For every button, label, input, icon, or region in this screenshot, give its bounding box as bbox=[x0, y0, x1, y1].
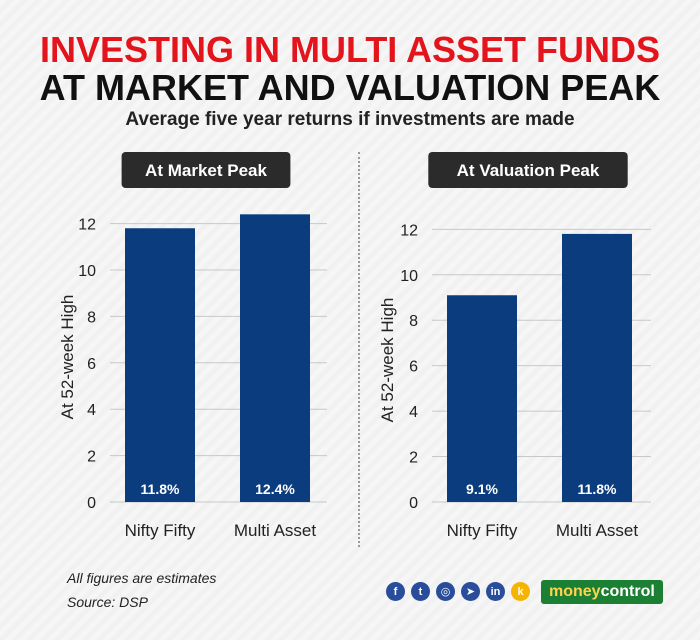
y-tick-label: 4 bbox=[87, 402, 96, 419]
y-tick-label: 6 bbox=[87, 356, 96, 373]
y-tick-label: 2 bbox=[409, 450, 418, 467]
title-line-1: INVESTING IN MULTI ASSET FUNDS bbox=[39, 29, 660, 70]
y-tick-label: 0 bbox=[87, 495, 96, 512]
bar bbox=[447, 295, 517, 502]
x-category-label: Nifty Fifty bbox=[125, 521, 196, 540]
linkedin-icon[interactable]: in bbox=[486, 582, 505, 601]
footnote-estimates: All figures are estimates bbox=[67, 570, 217, 586]
title-line-2: AT MARKET AND VALUATION PEAK bbox=[39, 67, 661, 108]
y-tick-label: 0 bbox=[409, 495, 418, 512]
y-tick-label: 2 bbox=[87, 449, 96, 466]
bar-value-label: 11.8% bbox=[578, 481, 617, 497]
social-icons: f t ◎ ➤ in k bbox=[386, 582, 530, 601]
telegram-icon[interactable]: ➤ bbox=[461, 582, 480, 601]
y-axis-label: At 52-week High bbox=[378, 298, 397, 423]
facebook-icon[interactable]: f bbox=[386, 582, 405, 601]
y-tick-label: 8 bbox=[87, 309, 96, 326]
y-tick-label: 10 bbox=[78, 263, 96, 280]
panel-title: At Market Peak bbox=[145, 161, 267, 180]
y-tick-label: 8 bbox=[409, 313, 418, 330]
y-tick-label: 6 bbox=[409, 359, 418, 376]
x-category-label: Multi Asset bbox=[556, 521, 638, 540]
twitter-icon[interactable]: t bbox=[411, 582, 430, 601]
bar bbox=[240, 214, 310, 502]
panel-divider bbox=[358, 152, 360, 547]
y-tick-label: 4 bbox=[409, 404, 418, 421]
instagram-icon[interactable]: ◎ bbox=[436, 582, 455, 601]
panel-title-bg bbox=[428, 152, 628, 188]
panel-title: At Valuation Peak bbox=[457, 161, 600, 180]
bar-value-label: 12.4% bbox=[255, 481, 295, 497]
y-axis-label: At 52-week High bbox=[58, 295, 77, 420]
x-category-label: Multi Asset bbox=[234, 521, 316, 540]
bar bbox=[125, 228, 195, 503]
footnote-source: Source: DSP bbox=[67, 594, 148, 610]
bar-value-label: 11.8% bbox=[141, 481, 180, 497]
x-category-label: Nifty Fifty bbox=[447, 521, 518, 540]
brand-money: money bbox=[549, 583, 601, 600]
brand-control: control bbox=[600, 583, 655, 600]
y-tick-label: 10 bbox=[400, 268, 418, 285]
subtitle: Average five year returns if investments… bbox=[125, 109, 575, 130]
bar bbox=[562, 233, 632, 503]
y-tick-label: 12 bbox=[78, 217, 96, 234]
panel-title-bg bbox=[121, 152, 291, 188]
bar-value-label: 9.1% bbox=[466, 481, 498, 497]
moneycontrol-logo[interactable]: money control bbox=[541, 580, 663, 604]
koo-icon[interactable]: k bbox=[511, 582, 530, 601]
y-tick-label: 12 bbox=[400, 222, 418, 239]
